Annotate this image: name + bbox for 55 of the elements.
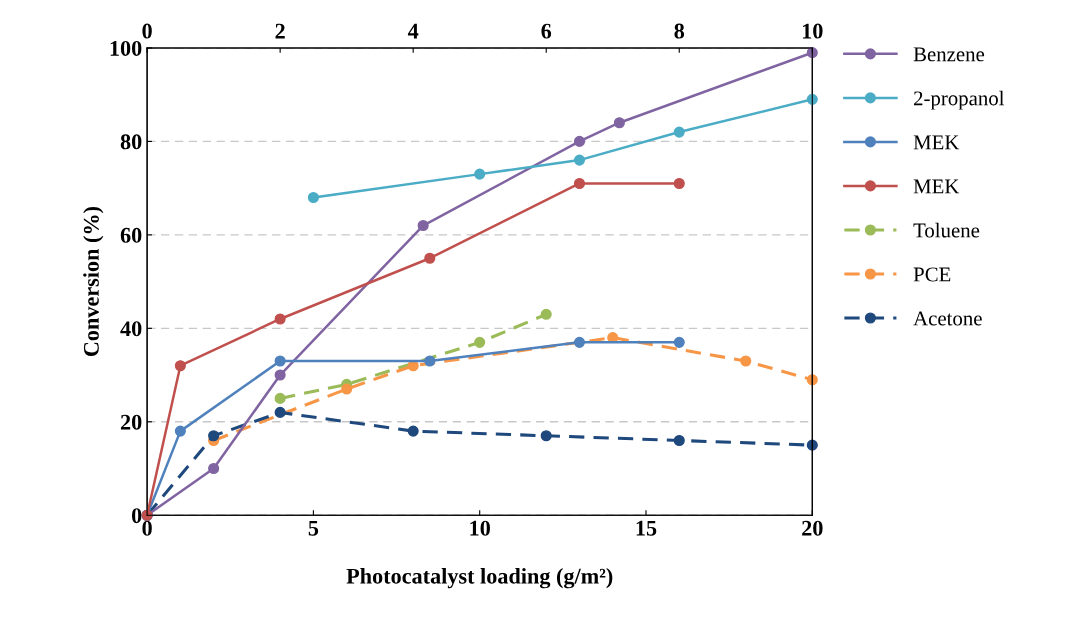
y-tick-label: 40 bbox=[120, 321, 142, 337]
x2-tick-label: 6 bbox=[541, 23, 552, 39]
point bbox=[673, 336, 685, 348]
point bbox=[174, 425, 186, 437]
point bbox=[274, 313, 286, 325]
point bbox=[573, 135, 586, 147]
point bbox=[407, 425, 419, 437]
legend-label: Acetone bbox=[913, 311, 982, 326]
point bbox=[474, 336, 486, 348]
point bbox=[274, 392, 286, 404]
point bbox=[673, 434, 685, 447]
point bbox=[613, 117, 625, 129]
y-tick-label: 0 bbox=[131, 508, 142, 524]
point bbox=[417, 219, 429, 232]
point bbox=[573, 154, 586, 166]
point bbox=[424, 252, 436, 264]
legend-label: MEK bbox=[913, 135, 960, 150]
legend-label: Toluene bbox=[913, 222, 980, 238]
y-tick-label: 60 bbox=[120, 227, 142, 243]
y-tick-label: 100 bbox=[110, 40, 142, 56]
legend-label: 2-propanol bbox=[914, 90, 1005, 110]
point bbox=[174, 360, 186, 372]
point bbox=[274, 355, 286, 367]
point bbox=[274, 369, 286, 381]
point bbox=[274, 406, 286, 418]
legend-label: MEK bbox=[913, 179, 960, 194]
point bbox=[424, 355, 436, 367]
point bbox=[540, 308, 552, 320]
point bbox=[573, 177, 586, 190]
y-tick-label: 80 bbox=[120, 134, 142, 150]
point bbox=[208, 462, 220, 475]
x-tick-label: 15 bbox=[636, 520, 657, 536]
point bbox=[673, 126, 685, 138]
point bbox=[307, 191, 319, 204]
point bbox=[540, 430, 552, 442]
y-axis-title: Conversion (%) bbox=[83, 206, 104, 357]
point bbox=[573, 336, 586, 348]
point bbox=[673, 177, 685, 190]
x-tick-label: 0 bbox=[142, 520, 152, 536]
y-tick-label: 20 bbox=[120, 414, 142, 430]
x2-tick-label: 10 bbox=[802, 23, 823, 39]
point bbox=[474, 168, 486, 180]
x-axis-title: Photocatalyst loading (g/m²) bbox=[346, 568, 613, 589]
x2-tick-label: 0 bbox=[142, 23, 152, 39]
point bbox=[208, 430, 220, 442]
legend-label: PCE bbox=[913, 267, 951, 282]
x2-tick-label: 4 bbox=[407, 23, 419, 39]
x-tick-label: 5 bbox=[308, 520, 319, 536]
point bbox=[341, 383, 353, 395]
legend-label: Benzene bbox=[913, 47, 985, 62]
x-tick-label: 20 bbox=[802, 520, 823, 536]
x-tick-label: 10 bbox=[470, 520, 490, 536]
x2-tick-label: 8 bbox=[674, 23, 685, 39]
x2-tick-label: 2 bbox=[275, 23, 285, 39]
point bbox=[740, 355, 752, 367]
